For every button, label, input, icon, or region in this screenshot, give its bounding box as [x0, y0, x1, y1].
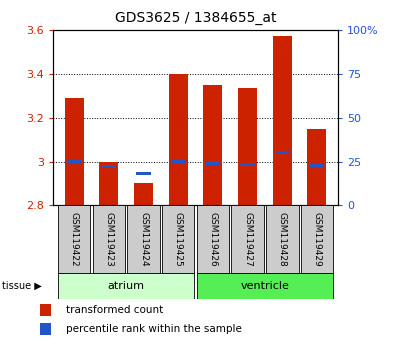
Bar — [134, 183, 153, 205]
FancyBboxPatch shape — [127, 205, 160, 273]
Bar — [40, 323, 51, 335]
Bar — [275, 151, 290, 154]
FancyBboxPatch shape — [92, 205, 125, 273]
FancyBboxPatch shape — [197, 205, 229, 273]
FancyBboxPatch shape — [197, 273, 333, 299]
Bar — [171, 160, 185, 163]
FancyBboxPatch shape — [58, 205, 90, 273]
Bar — [99, 161, 118, 205]
Bar — [238, 88, 257, 205]
Text: transformed count: transformed count — [66, 305, 163, 315]
Bar — [65, 98, 84, 205]
Text: GSM119424: GSM119424 — [139, 212, 148, 266]
Bar — [310, 165, 324, 167]
FancyBboxPatch shape — [162, 205, 194, 273]
Text: GSM119422: GSM119422 — [70, 212, 79, 266]
Text: atrium: atrium — [108, 281, 145, 291]
Text: tissue ▶: tissue ▶ — [2, 281, 42, 291]
Text: GSM119427: GSM119427 — [243, 212, 252, 266]
Bar — [206, 162, 220, 165]
FancyBboxPatch shape — [301, 205, 333, 273]
Bar — [203, 85, 222, 205]
FancyBboxPatch shape — [231, 205, 264, 273]
Text: GSM119425: GSM119425 — [174, 212, 182, 266]
Text: GSM119429: GSM119429 — [312, 212, 322, 266]
FancyBboxPatch shape — [266, 205, 299, 273]
Bar — [169, 74, 188, 205]
Text: GSM119423: GSM119423 — [104, 212, 113, 266]
Text: GDS3625 / 1384655_at: GDS3625 / 1384655_at — [115, 11, 276, 25]
Bar — [307, 129, 326, 205]
Bar — [67, 160, 81, 163]
Bar — [273, 35, 292, 205]
Bar — [241, 163, 255, 166]
FancyBboxPatch shape — [58, 273, 194, 299]
Bar — [102, 165, 116, 168]
Text: percentile rank within the sample: percentile rank within the sample — [66, 324, 242, 334]
Bar — [40, 304, 51, 316]
Text: GSM119426: GSM119426 — [209, 212, 217, 266]
Text: GSM119428: GSM119428 — [278, 212, 287, 266]
Bar — [136, 172, 150, 175]
Text: ventricle: ventricle — [241, 281, 289, 291]
